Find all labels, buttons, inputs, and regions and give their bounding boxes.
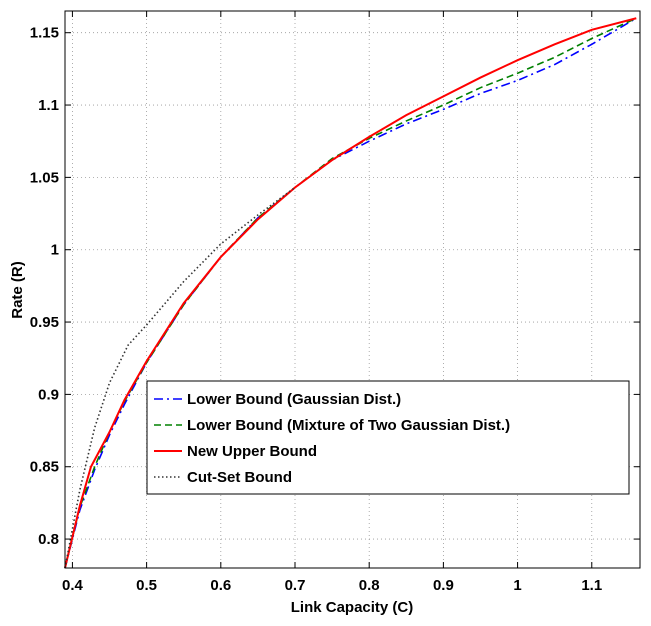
- legend-label: Lower Bound (Mixture of Two Gaussian Dis…: [187, 417, 510, 434]
- legend-label: New Upper Bound: [187, 443, 317, 460]
- x-tick-label: 1.1: [581, 577, 602, 594]
- ticks: 0.4 0.5 0.6 0.7 0.8 0.9 1 1.1 0.8 0.85 0.9 0.95 1 1.0…: [30, 11, 640, 594]
- y-tick-label: 0.8: [38, 531, 59, 548]
- y-axis-label: Rate (R): [9, 261, 26, 319]
- x-tick-label: 0.7: [285, 577, 306, 594]
- x-tick-label: 0.9: [433, 577, 454, 594]
- x-tick-label: 0.8: [359, 577, 380, 594]
- y-tick-label: 0.95: [30, 314, 59, 331]
- series-line-new-upper-bound: [64, 17, 637, 569]
- x-tick-label: 0.4: [62, 577, 84, 594]
- legend: Lower Bound (Gaussian Dist.) Lower Bound …: [146, 380, 630, 495]
- x-axis-label: Link Capacity (C): [291, 599, 414, 616]
- x-tick-label: 1: [513, 577, 521, 594]
- y-tick-label: 0.85: [30, 459, 59, 476]
- axes-frame: [64, 10, 641, 569]
- y-tick-label: 1.15: [30, 25, 59, 42]
- y-tick-label: 1: [51, 242, 59, 259]
- series-layer: [64, 17, 637, 569]
- y-tick-label: 1.1: [38, 97, 59, 114]
- legend-label: Lower Bound (Gaussian Dist.): [187, 391, 401, 408]
- x-tick-label: 0.5: [136, 577, 157, 594]
- legend-box: [146, 380, 630, 495]
- legend-label: Cut-Set Bound: [187, 469, 292, 486]
- y-tick-label: 0.9: [38, 386, 59, 403]
- x-tick-label: 0.6: [210, 577, 231, 594]
- y-tick-label: 1.05: [30, 169, 59, 186]
- series-line-lower-bound-gaussian-dist: [64, 17, 637, 569]
